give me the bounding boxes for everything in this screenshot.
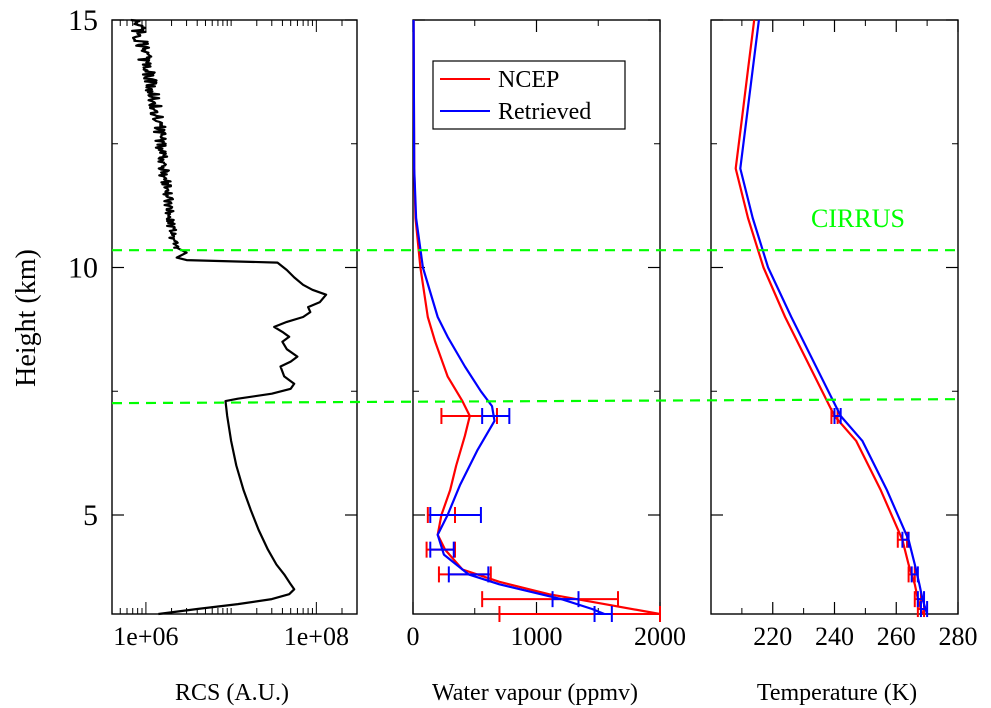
water-ncep-error-bar	[498, 606, 661, 622]
water-retrieved-error-bar	[429, 541, 455, 558]
water-retrieved-error-bar	[481, 408, 511, 424]
rcs-profile-line	[130, 18, 328, 616]
rcs-x-axis-label: RCS (A.U.)	[175, 680, 289, 706]
water-ncep-error-bar	[481, 591, 620, 608]
temp-retrieved-error-bar	[916, 591, 926, 608]
x-tick-label: 220	[753, 622, 792, 651]
x-tick-label: 260	[877, 622, 916, 651]
temp-ncep-line	[734, 19, 924, 615]
cloud-base-line	[111, 398, 959, 405]
legend: NCEP Retrieved	[432, 60, 626, 130]
legend-label-ncep: NCEP	[498, 67, 559, 93]
water-retrieved-error-bar	[447, 566, 490, 583]
temp-retrieved-error-bar	[910, 566, 919, 583]
legend-box	[432, 60, 626, 130]
y-tick-label: 10	[68, 252, 98, 285]
temp-retrieved-error-bar	[919, 601, 929, 618]
y-tick-label: 15	[68, 4, 98, 37]
cirrus-label: CIRRUS	[811, 204, 905, 233]
x-tick-label: 1e+06	[113, 622, 178, 651]
panel-rcs: 1e+06 1e+08	[111, 18, 358, 651]
temp-retrieved-line	[739, 19, 929, 615]
temp-retrieved-error-bar	[901, 531, 910, 548]
panel-frame-rcs	[111, 19, 358, 615]
water-ncep-line	[412, 19, 661, 616]
legend-label-retrieved: Retrieved	[498, 99, 591, 125]
temp-x-axis-label: Temperature (K)	[757, 680, 917, 706]
panel-water: 0 1000 2000	[407, 19, 686, 651]
x-tick-label: 280	[939, 622, 978, 651]
water-retrieved-error-bar	[429, 507, 482, 523]
x-tick-label: 0	[407, 622, 420, 651]
panel-temp: 220 240 260 280	[710, 19, 978, 651]
water-retrieved-error-bar	[551, 591, 580, 608]
x-tick-label: 1e+08	[284, 622, 349, 651]
y-axis-label: Height (km)	[11, 249, 42, 387]
x-tick-label: 1000	[511, 622, 563, 651]
y-tick-label: 5	[83, 499, 98, 532]
temp-retrieved-error-bar	[833, 408, 842, 424]
water-retrieved-error-bar	[593, 606, 613, 622]
water-x-axis-label: Water vapour (ppmv)	[432, 680, 638, 706]
water-retrieved-line	[412, 19, 605, 616]
x-tick-label: 240	[815, 622, 854, 651]
x-tick-label: 2000	[634, 622, 686, 651]
